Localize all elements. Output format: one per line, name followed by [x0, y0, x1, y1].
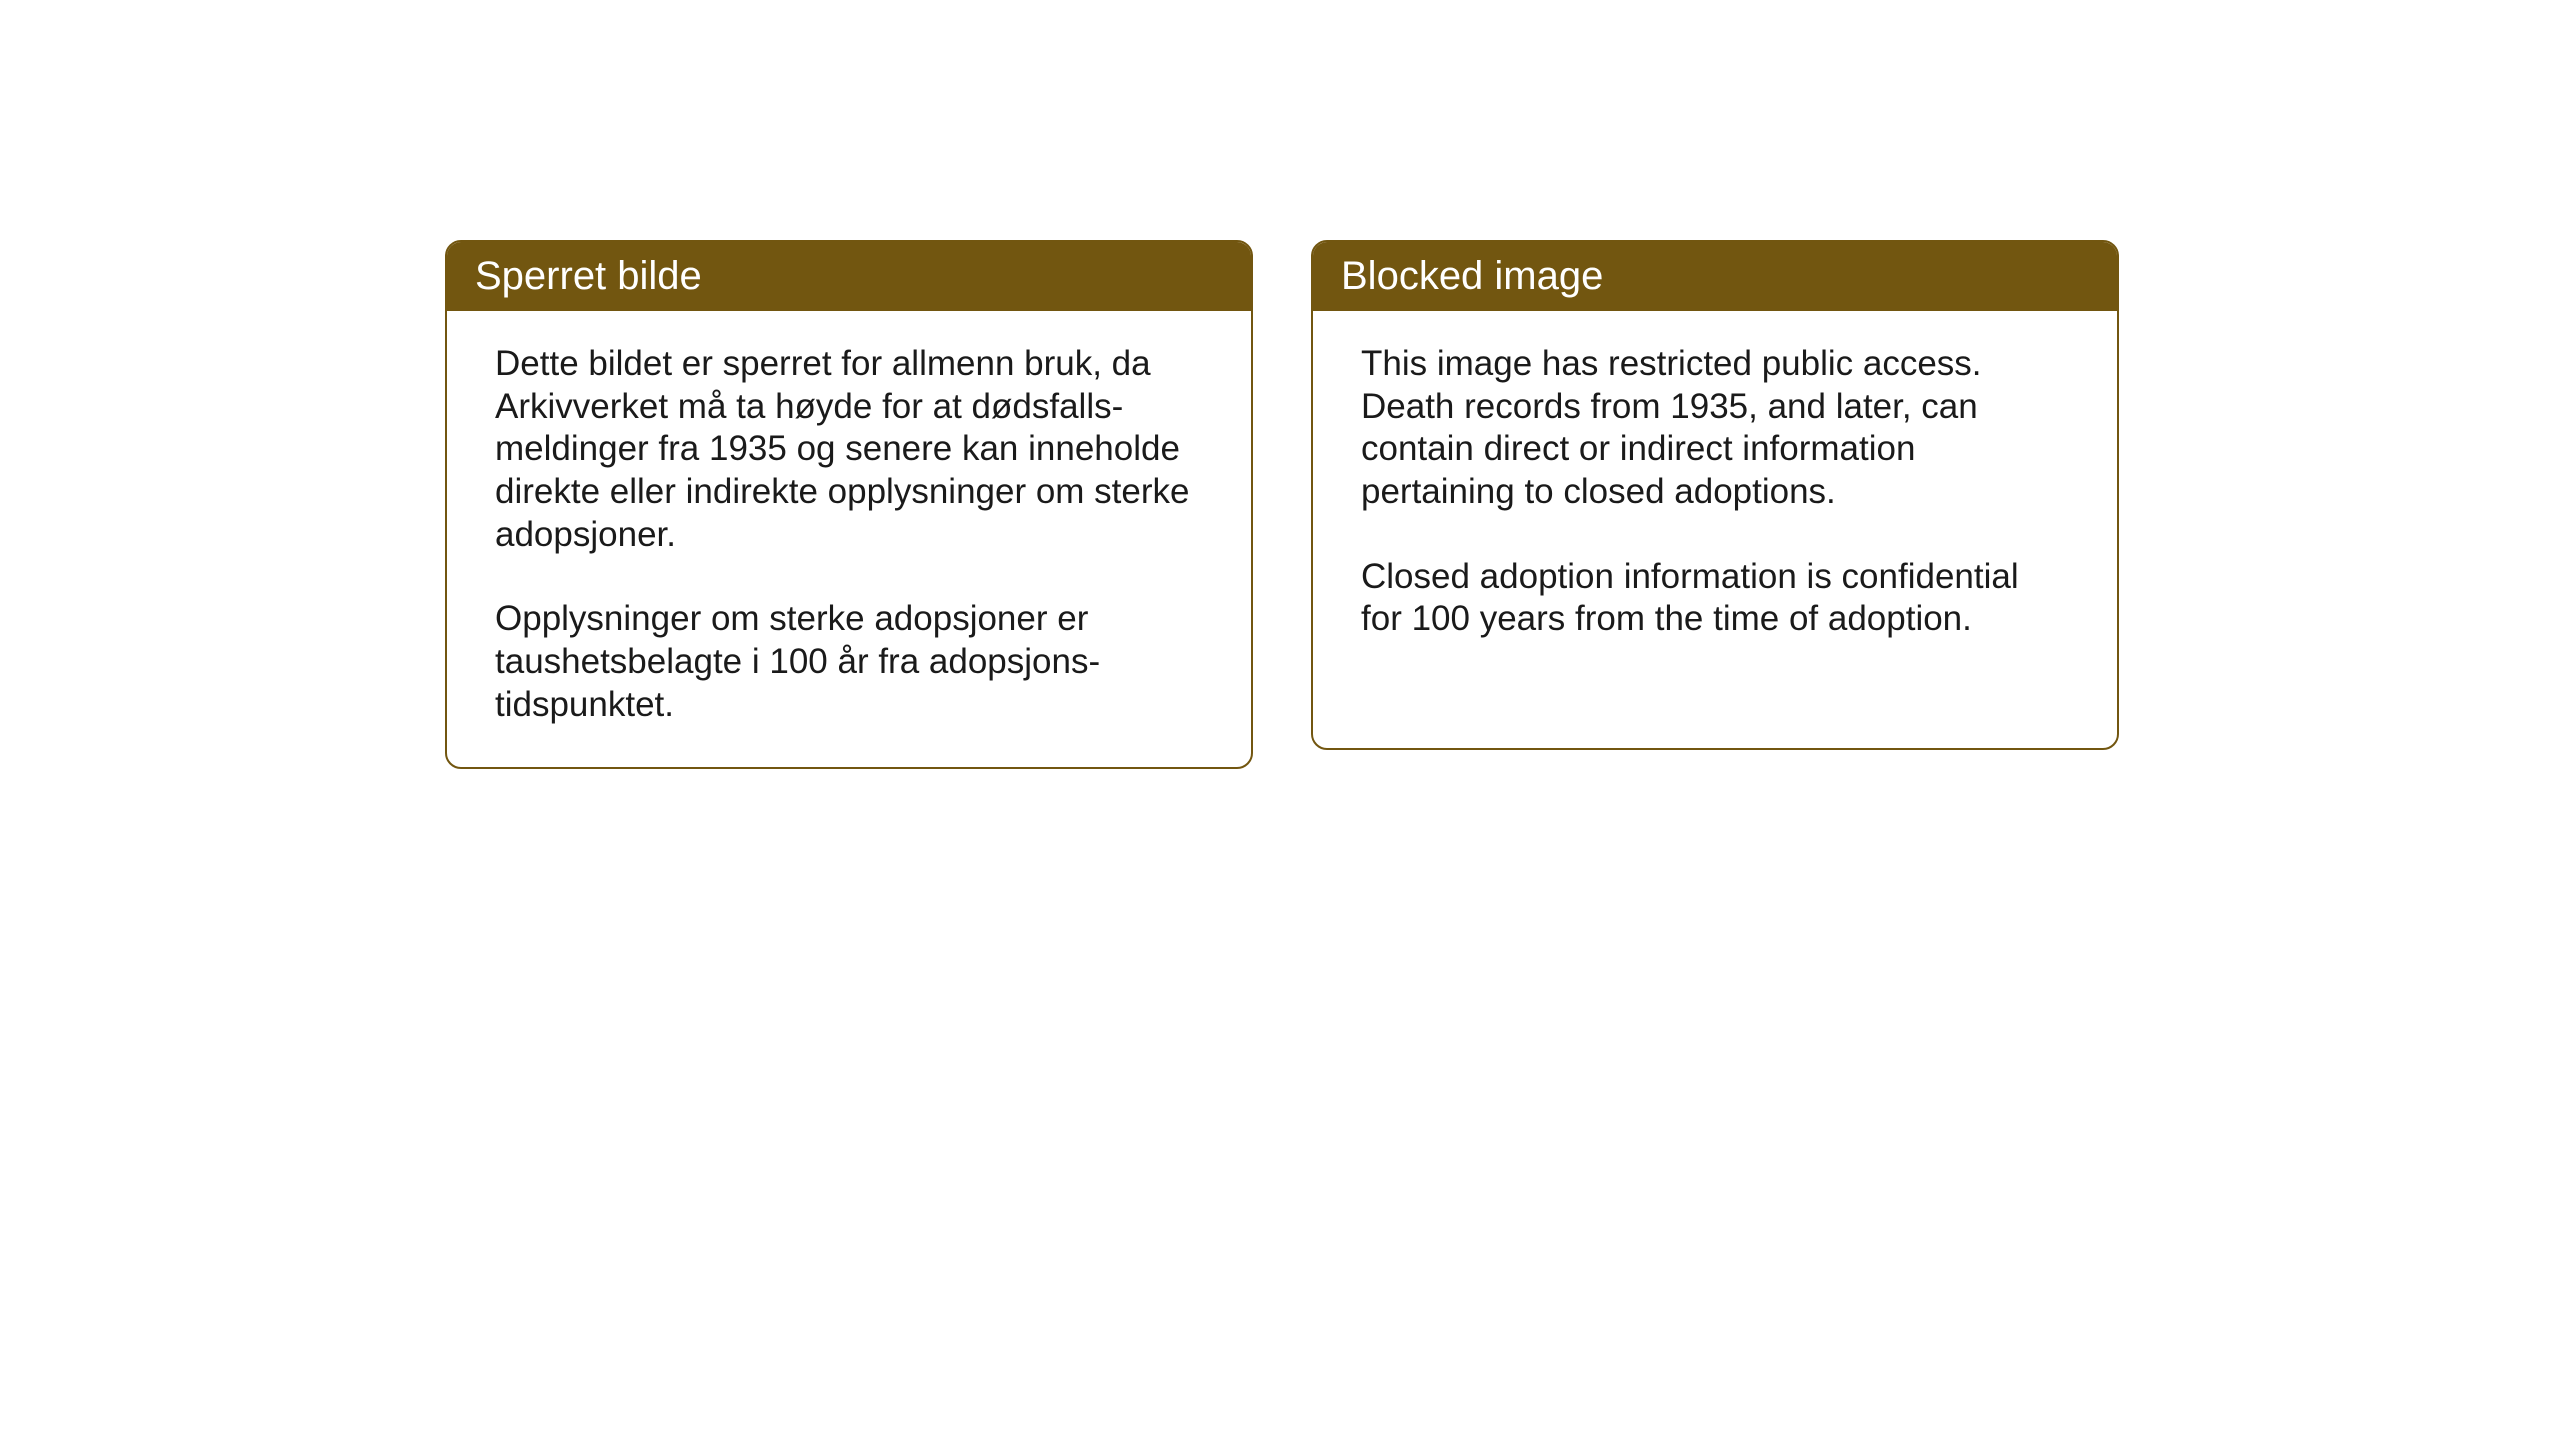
english-card-header: Blocked image	[1313, 242, 2117, 311]
norwegian-card-header: Sperret bilde	[447, 242, 1251, 311]
english-notice-card: Blocked image This image has restricted …	[1311, 240, 2119, 750]
norwegian-paragraph-2: Opplysninger om sterke adopsjoner er tau…	[495, 598, 1203, 726]
norwegian-paragraph-1: Dette bildet er sperret for allmenn bruk…	[495, 343, 1203, 556]
norwegian-card-body: Dette bildet er sperret for allmenn bruk…	[447, 311, 1251, 767]
english-paragraph-1: This image has restricted public access.…	[1361, 343, 2069, 514]
cards-container: Sperret bilde Dette bildet er sperret fo…	[445, 240, 2119, 769]
english-paragraph-2: Closed adoption information is confident…	[1361, 556, 2069, 641]
english-card-body: This image has restricted public access.…	[1313, 311, 2117, 681]
norwegian-notice-card: Sperret bilde Dette bildet er sperret fo…	[445, 240, 1253, 769]
